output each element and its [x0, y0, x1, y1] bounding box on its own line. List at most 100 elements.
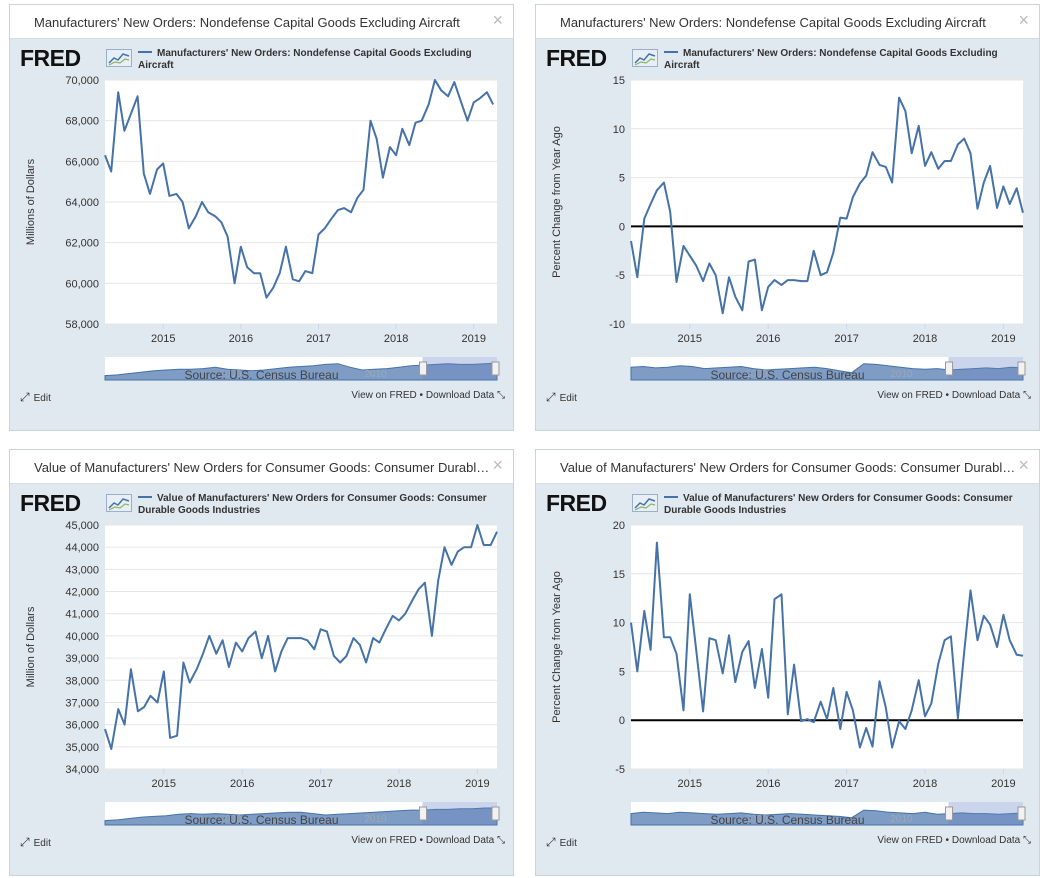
legend-label: Value of Manufacturers' New Orders for C… [664, 493, 1013, 516]
x-tick-label: 2018 [913, 333, 937, 345]
close-icon[interactable]: × [492, 10, 503, 30]
y-axis-label: Percent Change from Year Ago [551, 571, 563, 723]
x-tick-label: 2015 [678, 333, 702, 345]
legend-swatch [664, 51, 678, 54]
series-line [104, 524, 498, 750]
edit-label: Edit [559, 393, 577, 404]
fred-graph-icon [106, 49, 132, 67]
panel-titlebar: Manufacturers' New Orders: Nondefense Ca… [536, 5, 1039, 39]
y-tick-label: -5 [615, 764, 625, 776]
y-tick-label: 20 [613, 520, 625, 532]
y-tick-label: 37,000 [65, 697, 99, 709]
legend: Value of Manufacturers' New Orders for C… [664, 493, 1029, 517]
line-chart: 58,000 60,000 62,000 64,000 66,000 68,000 70,0… [25, 75, 500, 381]
chart-panel: Value of Manufacturers' New Orders for C… [9, 449, 514, 876]
edit-arrows-icon: ⤢ [20, 835, 30, 849]
x-tick-label: 2017 [834, 333, 858, 345]
edit-link[interactable]: ⤢ Edit [546, 835, 577, 850]
separator: • [945, 835, 950, 846]
fred-graph-icon [632, 49, 658, 67]
y-tick-label: 40,000 [65, 631, 99, 643]
plot-area [105, 525, 497, 769]
panel-footer: ⤢ Edit View on FRED • Download Data ⤡ [536, 389, 1039, 409]
download-data-link[interactable]: Download Data [425, 390, 495, 401]
navigator-handle[interactable] [419, 806, 428, 821]
navigator-selection [948, 357, 1023, 380]
resize-icon[interactable]: ⤡ [1023, 390, 1031, 401]
download-data-link[interactable]: Download Data [951, 390, 1021, 401]
edit-link[interactable]: ⤢ Edit [20, 390, 51, 405]
y-tick-label: 10 [613, 618, 625, 630]
fred-logo[interactable]: FRED [20, 490, 81, 516]
legend-swatch [138, 51, 152, 54]
y-tick-label: 15 [613, 75, 625, 87]
x-tick-label: 2017 [834, 778, 858, 790]
panel-footer: ⤢ Edit View on FRED • Download Data ⤡ [10, 389, 513, 409]
fred-graph-icon [106, 494, 132, 512]
resize-icon[interactable]: ⤡ [497, 835, 505, 846]
navigator-handle[interactable] [945, 806, 954, 821]
logo-legend-row: FRED Value of Manufacturers' New Orders … [20, 490, 500, 518]
footer-links: View on FRED • Download Data ⤡ [351, 835, 505, 846]
y-tick-label: 10 [613, 124, 625, 136]
navigator-handle[interactable] [491, 361, 500, 376]
navigator-area [104, 807, 498, 826]
view-on-fred-link[interactable]: View on FRED [351, 835, 417, 846]
y-axis-label: Millions of Dollars [25, 158, 37, 245]
close-icon[interactable]: × [492, 455, 503, 475]
fred-logo[interactable]: FRED [546, 490, 607, 516]
navigator-selection [422, 802, 497, 825]
navigator-handle[interactable] [1017, 361, 1026, 376]
edit-arrows-icon: ⤢ [20, 390, 30, 404]
legend: Manufacturers' New Orders: Nondefense Ca… [138, 48, 503, 72]
edit-label: Edit [559, 838, 577, 849]
source-label: Source: U.S. Census Bureau [184, 813, 339, 827]
panel-titlebar: Manufacturers' New Orders: Nondefense Ca… [10, 5, 513, 39]
navigator-area [104, 362, 498, 381]
close-icon[interactable]: × [1018, 10, 1029, 30]
y-tick-label: 43,000 [65, 564, 99, 576]
navigator-handle[interactable] [945, 361, 954, 376]
fred-logo[interactable]: FRED [546, 45, 607, 71]
chart-panel: Manufacturers' New Orders: Nondefense Ca… [9, 4, 514, 431]
navigator-handle[interactable] [419, 361, 428, 376]
panel-titlebar: Value of Manufacturers' New Orders for C… [536, 450, 1039, 484]
logo-legend-row: FRED Manufacturers' New Orders: Nondefen… [546, 45, 1026, 73]
navigator-handle[interactable] [491, 806, 500, 821]
y-tick-label: 39,000 [65, 653, 99, 665]
y-tick-label: 5 [619, 173, 625, 185]
navigator-handle[interactable] [1017, 806, 1026, 821]
resize-icon[interactable]: ⤡ [497, 390, 505, 401]
x-tick-label: 2018 [387, 778, 411, 790]
legend-label: Manufacturers' New Orders: Nondefense Ca… [664, 48, 998, 71]
navigator-year-label: 2000 [745, 369, 768, 380]
view-on-fred-link[interactable]: View on FRED [351, 390, 417, 401]
navigator-area [630, 809, 1024, 826]
edit-link[interactable]: ⤢ Edit [20, 835, 51, 850]
view-on-fred-link[interactable]: View on FRED [877, 835, 943, 846]
y-axis-label: Million of Dollars [25, 606, 37, 687]
logo-legend-row: FRED Value of Manufacturers' New Orders … [546, 490, 1026, 518]
view-on-fred-link[interactable]: View on FRED [877, 390, 943, 401]
fred-logo[interactable]: FRED [20, 45, 81, 71]
y-tick-label: 41,000 [65, 609, 99, 621]
download-data-link[interactable]: Download Data [951, 835, 1021, 846]
y-tick-label: 64,000 [65, 197, 99, 209]
navigator-year-label: 2010 [890, 369, 913, 380]
footer-links: View on FRED • Download Data ⤡ [351, 390, 505, 401]
x-tick-label: 2016 [230, 778, 254, 790]
legend-label: Manufacturers' New Orders: Nondefense Ca… [138, 48, 472, 71]
x-tick-label: 2016 [756, 778, 780, 790]
legend-swatch [664, 496, 678, 499]
resize-icon[interactable]: ⤡ [1023, 835, 1031, 846]
x-tick-label: 2019 [465, 778, 489, 790]
edit-link[interactable]: ⤢ Edit [546, 390, 577, 405]
close-icon[interactable]: × [1018, 455, 1029, 475]
legend: Value of Manufacturers' New Orders for C… [138, 493, 503, 517]
download-data-link[interactable]: Download Data [425, 835, 495, 846]
chart-panel: Value of Manufacturers' New Orders for C… [535, 449, 1040, 876]
navigator-year-label: 2010 [364, 369, 387, 380]
footer-links: View on FRED • Download Data ⤡ [877, 390, 1031, 401]
x-tick-label: 2015 [678, 778, 702, 790]
y-tick-label: 60,000 [65, 278, 99, 290]
